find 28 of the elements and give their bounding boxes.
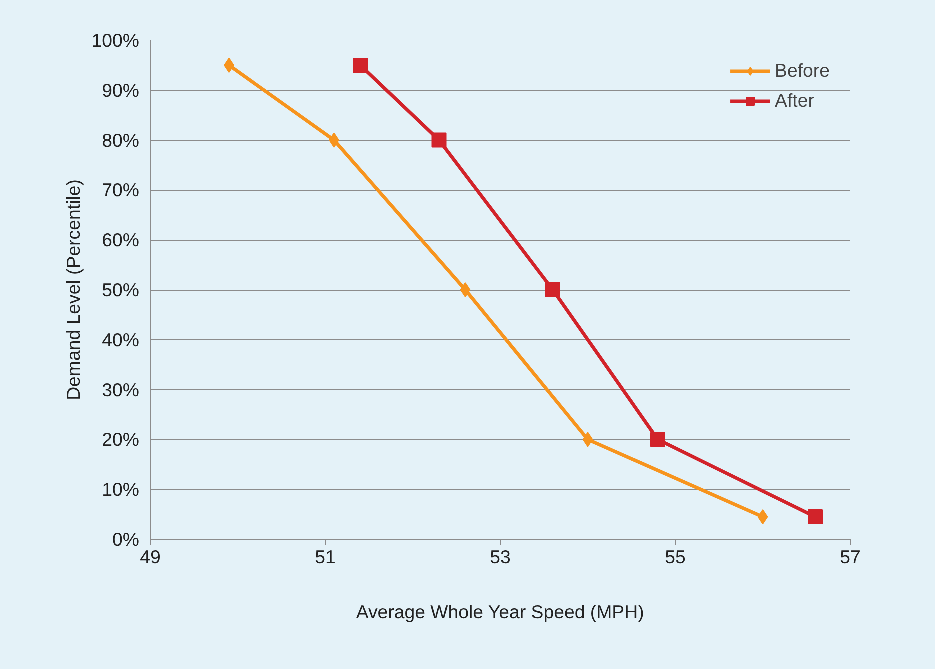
y-tick-label: 0% — [112, 529, 140, 550]
x-axis-title: Average Whole Year Speed (MPH) — [356, 602, 644, 622]
y-tick-label: 60% — [102, 230, 140, 251]
x-tick-label: 57 — [840, 546, 861, 568]
y-tick-label: 100% — [92, 30, 140, 51]
point — [808, 510, 823, 525]
point — [353, 58, 368, 73]
point — [460, 282, 471, 298]
y-tick-label: 10% — [102, 479, 140, 500]
x-tick-label: 49 — [140, 546, 161, 568]
y-tick-label: 50% — [102, 280, 140, 300]
y-tick-label: 20% — [102, 429, 140, 450]
point — [650, 432, 666, 448]
point — [758, 510, 768, 525]
x-tick-label: 53 — [490, 546, 511, 568]
y-tick-label: 30% — [102, 379, 140, 400]
x-tick-label: 55 — [665, 546, 686, 568]
y-tick-label: 90% — [102, 80, 140, 101]
x-tick-label: 51 — [315, 546, 336, 568]
legend-label: Before — [775, 60, 830, 82]
point — [582, 432, 594, 448]
y-tick-label: 40% — [102, 329, 140, 350]
y-tick-label: 80% — [102, 130, 140, 151]
legend-label: After — [775, 90, 814, 112]
point — [546, 282, 560, 298]
y-tick-label: 70% — [102, 180, 140, 201]
y-axis-title: Demand Level (Percentile) — [62, 180, 84, 400]
point — [432, 132, 447, 148]
